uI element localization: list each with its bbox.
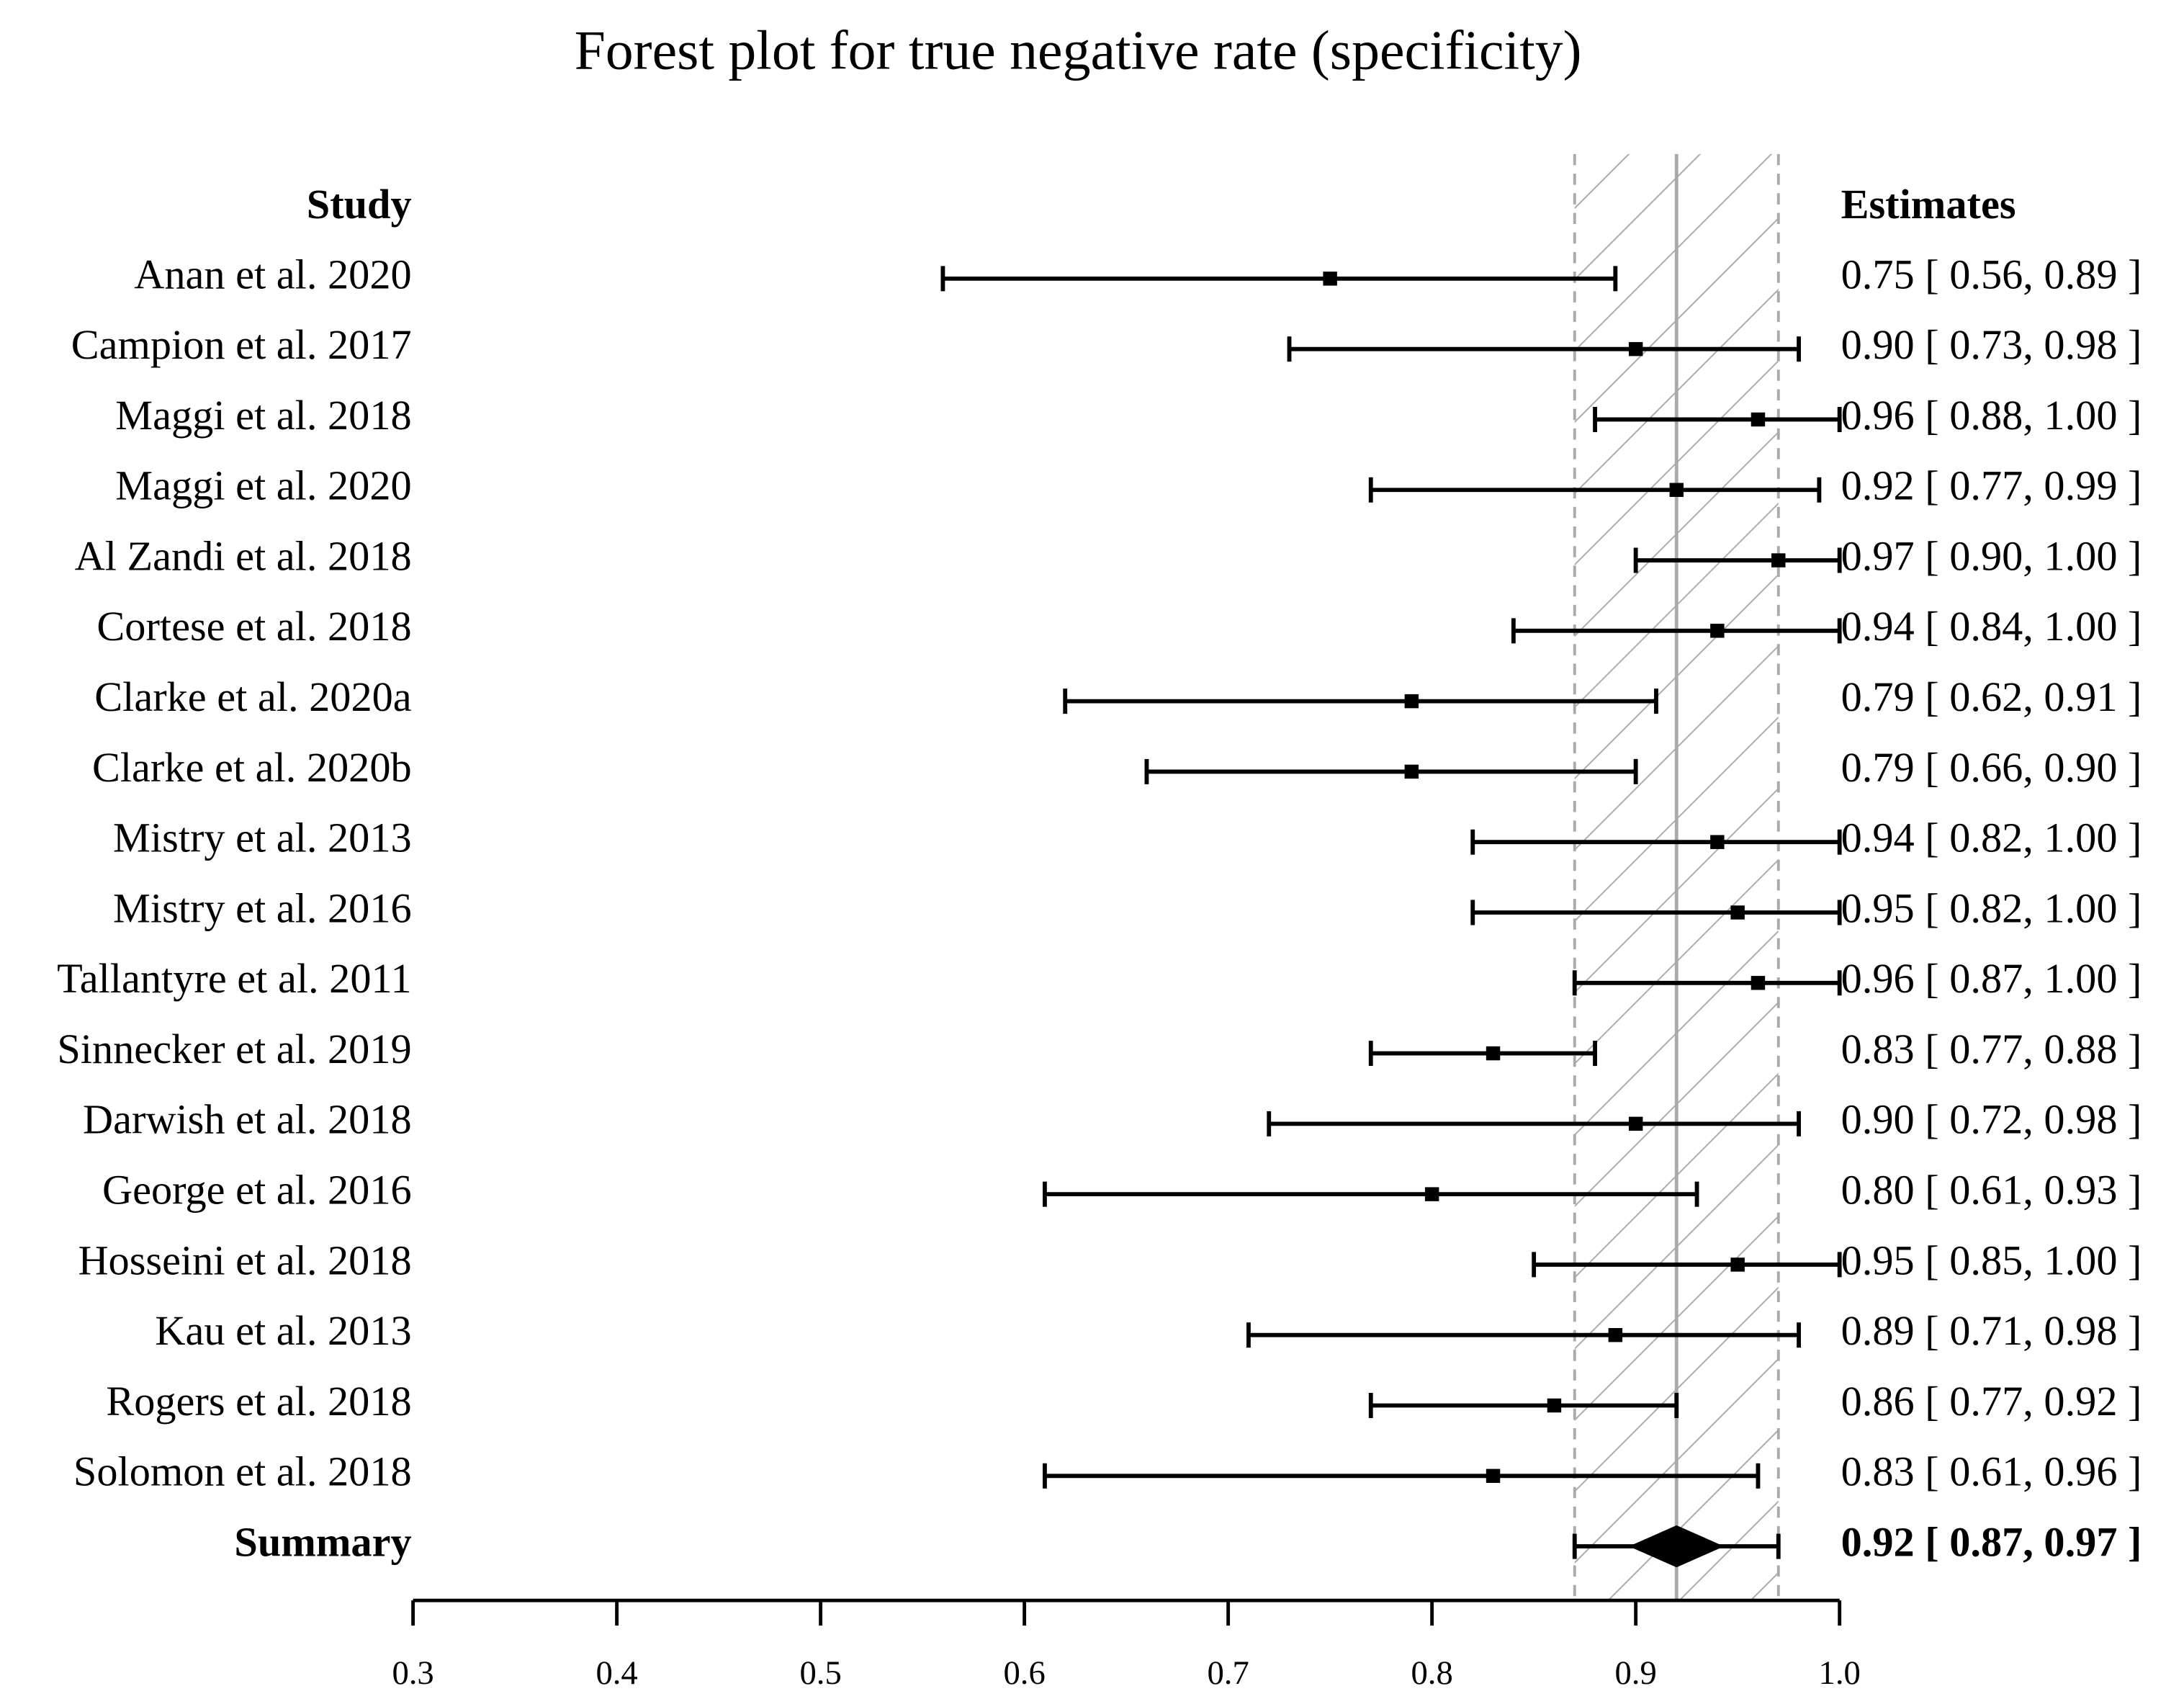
- study-label: Campion et al. 2017: [71, 321, 412, 368]
- study-label: Clarke et al. 2020b: [92, 744, 412, 791]
- x-tick-label: 0.3: [392, 1654, 433, 1692]
- x-tick-label: 0.5: [799, 1654, 841, 1692]
- summary-estimate-label: 0.92 [ 0.87, 0.97 ]: [1841, 1518, 2142, 1565]
- estimate-label: 0.75 [ 0.56, 0.89 ]: [1841, 251, 2142, 297]
- study-label: Rogers et al. 2018: [106, 1378, 411, 1425]
- study-header: Study: [307, 181, 412, 228]
- point-estimate: [1628, 1116, 1643, 1131]
- point-estimate: [1323, 272, 1337, 286]
- point-estimate: [1669, 483, 1684, 497]
- study-label: Maggi et al. 2020: [115, 462, 411, 509]
- estimate-label: 0.96 [ 0.87, 1.00 ]: [1841, 955, 2142, 1002]
- study-label: Clarke et al. 2020a: [94, 673, 412, 720]
- estimate-label: 0.90 [ 0.72, 0.98 ]: [1841, 1096, 2142, 1143]
- x-tick-label: 0.4: [596, 1654, 637, 1692]
- point-estimate: [1608, 1328, 1623, 1342]
- study-label: Al Zandi et al. 2018: [75, 532, 412, 579]
- x-tick-label: 1.0: [1819, 1654, 1861, 1692]
- x-axis: 0.3 0.4 0.5 0.6 0.7 0.8 0.9 1.0: [392, 1598, 1861, 1692]
- study-label: Sinnecker et al. 2019: [57, 1026, 411, 1072]
- study-label: Mistry et al. 2016: [113, 884, 412, 931]
- study-label: Hosseini et al. 2018: [78, 1237, 411, 1283]
- estimate-label: 0.95 [ 0.85, 1.00 ]: [1841, 1237, 2142, 1283]
- study-label: Darwish et al. 2018: [83, 1096, 412, 1143]
- point-estimate: [1710, 835, 1725, 849]
- point-estimate: [1730, 905, 1745, 920]
- point-estimate: [1771, 553, 1786, 568]
- chart-title: Forest plot for true negative rate (spec…: [575, 19, 1582, 81]
- estimate-label: 0.79 [ 0.62, 0.91 ]: [1841, 673, 2142, 720]
- study-label: George et al. 2016: [102, 1167, 412, 1214]
- estimate-header: Estimates: [1841, 181, 2016, 228]
- estimate-label: 0.94 [ 0.82, 1.00 ]: [1841, 815, 2142, 861]
- study-label: Mistry et al. 2013: [113, 815, 412, 861]
- study-label: Cortese et al. 2018: [96, 603, 411, 650]
- study-label: Anan et al. 2020: [134, 251, 411, 297]
- summary-diamond: [1629, 1525, 1725, 1568]
- x-tick-label: 0.9: [1614, 1654, 1656, 1692]
- point-estimate: [1404, 694, 1419, 709]
- summary-label: Summary: [234, 1518, 411, 1565]
- estimate-label: 0.83 [ 0.61, 0.96 ]: [1841, 1448, 2142, 1495]
- estimate-label: 0.79 [ 0.66, 0.90 ]: [1841, 744, 2142, 791]
- point-estimate: [1710, 624, 1725, 638]
- point-estimate: [1424, 1187, 1439, 1201]
- x-tick-label: 0.6: [1003, 1654, 1045, 1692]
- rows: Anan et al. 2020 0.75 [ 0.56, 0.89 ] Campi…: [57, 251, 2142, 1568]
- study-label: Tallantyre et al. 2011: [57, 955, 411, 1002]
- study-label: Solomon et al. 2018: [73, 1448, 412, 1495]
- x-tick-label: 0.7: [1207, 1654, 1249, 1692]
- point-estimate: [1751, 412, 1766, 427]
- estimate-label: 0.83 [ 0.77, 0.88 ]: [1841, 1026, 2142, 1072]
- estimate-label: 0.96 [ 0.88, 1.00 ]: [1841, 392, 2142, 439]
- estimate-label: 0.86 [ 0.77, 0.92 ]: [1841, 1378, 2142, 1425]
- summary-band: [1573, 153, 1780, 1601]
- point-estimate: [1486, 1046, 1501, 1061]
- study-label: Kau et al. 2013: [155, 1307, 411, 1354]
- estimate-label: 0.80 [ 0.61, 0.93 ]: [1841, 1167, 2142, 1214]
- point-estimate: [1628, 341, 1643, 357]
- point-estimate: [1730, 1257, 1745, 1272]
- study-label: Maggi et al. 2018: [115, 392, 411, 439]
- point-estimate: [1751, 976, 1766, 990]
- estimate-label: 0.97 [ 0.90, 1.00 ]: [1841, 532, 2142, 579]
- estimate-label: 0.92 [ 0.77, 0.99 ]: [1841, 462, 2142, 509]
- estimate-label: 0.90 [ 0.73, 0.98 ]: [1841, 321, 2142, 368]
- point-estimate: [1486, 1468, 1501, 1484]
- point-estimate: [1547, 1398, 1562, 1413]
- estimate-label: 0.94 [ 0.84, 1.00 ]: [1841, 603, 2142, 650]
- estimate-label: 0.95 [ 0.82, 1.00 ]: [1841, 884, 2142, 931]
- point-estimate: [1404, 764, 1419, 779]
- estimate-label: 0.89 [ 0.71, 0.98 ]: [1841, 1307, 2142, 1354]
- x-tick-label: 0.8: [1411, 1654, 1452, 1692]
